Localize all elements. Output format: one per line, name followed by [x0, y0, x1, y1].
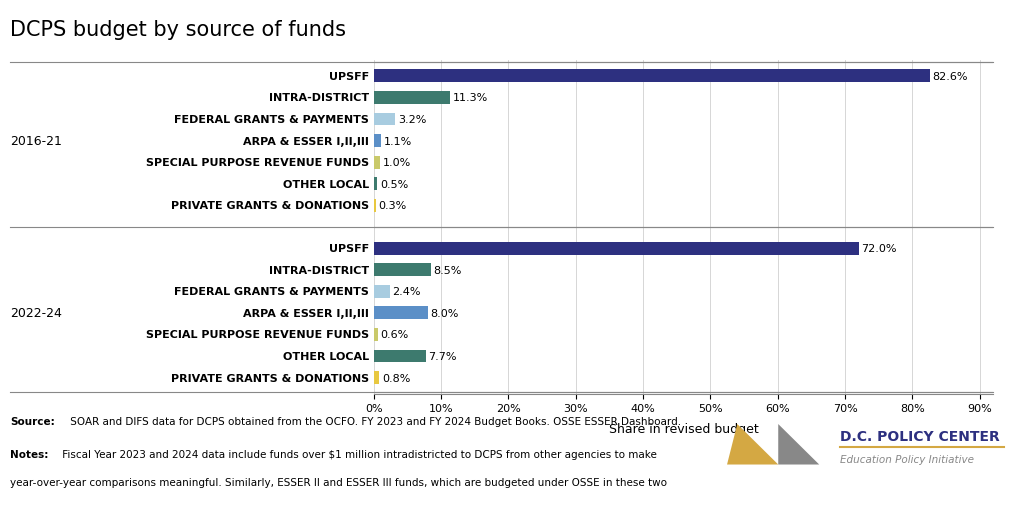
- Text: FEDERAL GRANTS & PAYMENTS: FEDERAL GRANTS & PAYMENTS: [174, 287, 369, 297]
- Bar: [374, 242, 858, 255]
- Bar: [374, 371, 379, 384]
- Text: DCPS budget by source of funds: DCPS budget by source of funds: [10, 20, 346, 40]
- Text: 82.6%: 82.6%: [933, 72, 968, 82]
- Text: SPECIAL PURPOSE REVENUE FUNDS: SPECIAL PURPOSE REVENUE FUNDS: [145, 330, 369, 340]
- Text: 8.5%: 8.5%: [434, 265, 462, 275]
- Text: FEDERAL GRANTS & PAYMENTS: FEDERAL GRANTS & PAYMENTS: [174, 115, 369, 125]
- Text: 1.0%: 1.0%: [383, 158, 412, 168]
- Text: Source:: Source:: [10, 417, 55, 427]
- Bar: [374, 350, 426, 363]
- Text: Notes:: Notes:: [10, 449, 48, 460]
- Text: 3.2%: 3.2%: [398, 115, 426, 125]
- Text: year-over-year comparisons meaningful. Similarly, ESSER II and ESSER III funds, : year-over-year comparisons meaningful. S…: [10, 477, 668, 487]
- Bar: [374, 92, 450, 105]
- Text: INTRA-DISTRICT: INTRA-DISTRICT: [268, 93, 369, 103]
- Bar: [374, 113, 395, 126]
- Text: 11.3%: 11.3%: [453, 93, 487, 103]
- Text: PRIVATE GRANTS & DONATIONS: PRIVATE GRANTS & DONATIONS: [171, 201, 369, 211]
- Bar: [374, 285, 390, 298]
- Text: SOAR and DIFS data for DCPS obtained from the OCFO. FY 2023 and FY 2024 Budget B: SOAR and DIFS data for DCPS obtained fro…: [67, 417, 681, 427]
- Text: Education Policy Initiative: Education Policy Initiative: [840, 454, 974, 465]
- Text: OTHER LOCAL: OTHER LOCAL: [283, 351, 369, 361]
- Bar: [374, 328, 378, 341]
- Bar: [374, 135, 381, 147]
- X-axis label: Share in revised budget: Share in revised budget: [608, 422, 759, 435]
- Text: 0.8%: 0.8%: [382, 373, 411, 383]
- Bar: [374, 70, 930, 83]
- Text: 2016-21: 2016-21: [10, 135, 62, 148]
- Text: D.C. POLICY CENTER: D.C. POLICY CENTER: [840, 429, 999, 443]
- Bar: [374, 307, 428, 320]
- Text: 2.4%: 2.4%: [392, 287, 421, 297]
- Bar: [374, 156, 381, 169]
- Bar: [374, 264, 431, 277]
- Text: UPSFF: UPSFF: [329, 72, 369, 82]
- Text: PRIVATE GRANTS & DONATIONS: PRIVATE GRANTS & DONATIONS: [171, 373, 369, 383]
- Bar: [374, 178, 377, 191]
- Text: ARPA & ESSER I,II,III: ARPA & ESSER I,II,III: [243, 308, 369, 318]
- Text: 0.3%: 0.3%: [379, 201, 407, 211]
- Text: UPSFF: UPSFF: [329, 244, 369, 254]
- Bar: [374, 199, 376, 212]
- Text: 8.0%: 8.0%: [430, 308, 459, 318]
- Text: 0.6%: 0.6%: [381, 330, 409, 340]
- Text: INTRA-DISTRICT: INTRA-DISTRICT: [268, 265, 369, 275]
- Text: 2022-24: 2022-24: [10, 307, 62, 320]
- Text: 7.7%: 7.7%: [428, 351, 457, 361]
- Text: ARPA & ESSER I,II,III: ARPA & ESSER I,II,III: [243, 136, 369, 146]
- Text: SPECIAL PURPOSE REVENUE FUNDS: SPECIAL PURPOSE REVENUE FUNDS: [145, 158, 369, 168]
- Text: 0.5%: 0.5%: [380, 179, 409, 189]
- Text: Fiscal Year 2023 and 2024 data include funds over $1 million intradistricted to : Fiscal Year 2023 and 2024 data include f…: [59, 449, 657, 460]
- Text: 72.0%: 72.0%: [861, 244, 897, 254]
- Text: OTHER LOCAL: OTHER LOCAL: [283, 179, 369, 189]
- Text: 1.1%: 1.1%: [384, 136, 412, 146]
